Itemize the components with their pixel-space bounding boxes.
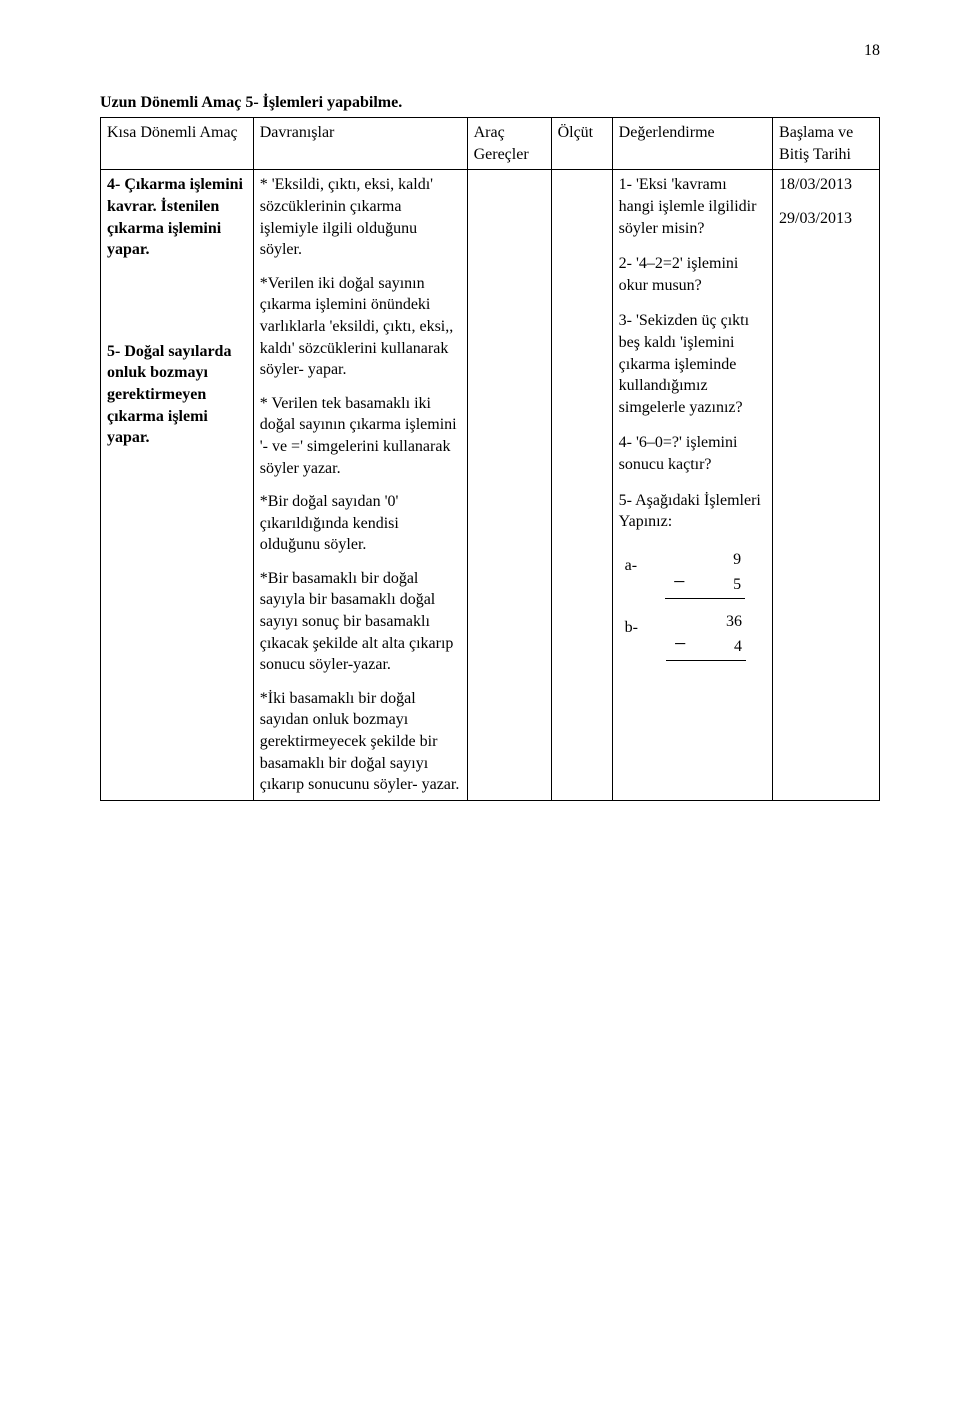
main-table: Kısa Dönemli Amaç Davranışlar Araç Gereç… bbox=[100, 117, 880, 801]
amac-item-4: 4- Çıkarma işlemini kavrar. İstenilen çı… bbox=[107, 174, 247, 260]
cell-amac: 4- Çıkarma işlemini kavrar. İstenilen çı… bbox=[101, 170, 254, 800]
davranis-p5: *Bir basamaklı bir doğal sayıyla bir bas… bbox=[260, 568, 461, 676]
cell-davranislar: * 'Eksildi, çıktı, eksi, kaldı' sözcükle… bbox=[253, 170, 467, 800]
header-tarih: Başlama ve Bitiş Tarihi bbox=[773, 118, 880, 170]
table-header-row: Kısa Dönemli Amaç Davranışlar Araç Gereç… bbox=[101, 118, 880, 170]
deger-p4: 4- '6–0=?' işlemini sonucu kaçtır? bbox=[619, 432, 766, 475]
deger-p1: 1- 'Eksi 'kavramı hangi işlemle ilgilidi… bbox=[619, 174, 766, 239]
date-start: 18/03/2013 bbox=[779, 174, 873, 196]
cell-tarih: 18/03/2013 29/03/2013 bbox=[773, 170, 880, 800]
table-body-row: 4- Çıkarma işlemini kavrar. İstenilen çı… bbox=[101, 170, 880, 800]
a-bottom-number: 5 bbox=[733, 576, 741, 593]
math-example-a: a- 9 − 5 bbox=[619, 547, 766, 599]
davranis-p3: * Verilen tek basamaklı iki doğal sayını… bbox=[260, 393, 461, 479]
header-arac: Araç Gereçler bbox=[467, 118, 551, 170]
minus-icon: − bbox=[666, 634, 686, 654]
davranis-p4: *Bir doğal sayıdan '0' çıkarıldığında ke… bbox=[260, 491, 461, 556]
davranis-p2: *Verilen iki doğal sayının çıkarma işlem… bbox=[260, 273, 461, 381]
page-number: 18 bbox=[100, 40, 880, 62]
davranis-p1: * 'Eksildi, çıktı, eksi, kaldı' sözcükle… bbox=[260, 174, 461, 260]
b-bottom-number: 4 bbox=[734, 638, 742, 655]
label-b: b- bbox=[625, 617, 638, 661]
deger-p2: 2- '4–2=2' işlemini okur musun? bbox=[619, 253, 766, 296]
deger-p5: 5- Aşağıdaki İşlemleri Yapınız: bbox=[619, 490, 766, 533]
minus-icon: − bbox=[665, 572, 685, 592]
header-degerlendirme: Değerlendirme bbox=[612, 118, 772, 170]
cell-olcut bbox=[551, 170, 612, 800]
amac-item-5: 5- Doğal sayılarda onluk bozmayı gerekti… bbox=[107, 341, 247, 449]
date-end: 29/03/2013 bbox=[779, 208, 873, 230]
cell-arac bbox=[467, 170, 551, 800]
header-davranislar: Davranışlar bbox=[253, 118, 467, 170]
cell-degerlendirme: 1- 'Eksi 'kavramı hangi işlemle ilgilidi… bbox=[612, 170, 772, 800]
math-example-b: b- 36 − 4 bbox=[619, 609, 766, 661]
label-a: a- bbox=[625, 555, 637, 599]
header-amac: Kısa Dönemli Amaç bbox=[101, 118, 254, 170]
deger-p3: 3- 'Sekizden üç çıktı beş kaldı 'işlemin… bbox=[619, 310, 766, 418]
header-olcut: Ölçüt bbox=[551, 118, 612, 170]
document-title: Uzun Dönemli Amaç 5- İşlemleri yapabilme… bbox=[100, 92, 880, 114]
davranis-p6: *İki basamaklı bir doğal sayıdan onluk b… bbox=[260, 688, 461, 796]
